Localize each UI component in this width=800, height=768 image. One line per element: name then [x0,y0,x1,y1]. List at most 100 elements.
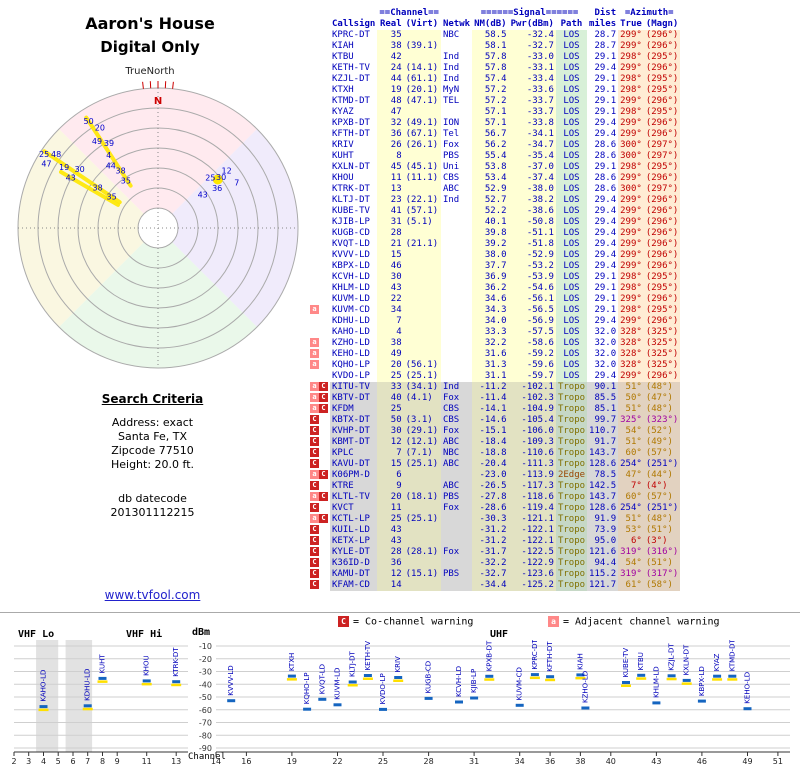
warning-cell [308,261,330,272]
station-bar [667,674,676,678]
table-group-header-row: ==Channel== ======Signal====== Dist =Azi… [308,8,680,19]
virtual-channel-cell [403,228,441,239]
virtual-channel-cell: (67.1) [403,129,441,140]
station-channel-marker: 12 [222,166,232,175]
azimuth-true-cell: 54° [618,558,644,569]
path-cell: Tropo [555,547,588,558]
virtual-channel-cell [403,316,441,327]
channel-tick-label: 7 [85,757,90,766]
adjacent-channel-legend-label: = Adjacent channel warning [563,616,720,628]
power-dbm-cell: -33.1 [508,63,556,74]
station-bar [485,674,494,678]
callsign-cell: KTRK-DT [330,184,378,195]
path-cell: LOS [555,96,588,107]
station-bar [333,703,342,707]
virtual-channel-cell: (47.1) [403,96,441,107]
warning-cell: C [308,448,330,459]
warning-cell: C [308,481,330,492]
azimuth-magn-cell: (295°) [643,107,681,118]
virtual-channel-cell [403,151,441,162]
station-bar-label: KHOU [143,655,151,676]
path-cell: Tropo [555,382,588,393]
path-cell: LOS [555,250,588,261]
callsign-cell: KHOU [330,173,378,184]
real-channel-cell: 20 [377,360,404,371]
tvfool-link[interactable]: www.tvfool.com [104,588,201,602]
miles-cell: 29.4 [587,371,619,382]
real-channel-cell: 45 [377,162,404,173]
callsign-cell: KAHO-LD [330,327,378,338]
callsign-cell: KEHO-LD [330,349,378,360]
network-cell: MyN [440,85,473,96]
nm-db-cell: 34.0 [472,316,509,327]
table-row: C KYLE-DT 28 (28.1) Fox -31.7 -122.5 Tro… [308,547,681,558]
station-bar [576,673,585,677]
power-dbm-cell: -32.4 [508,30,556,41]
path-cell: LOS [555,261,588,272]
power-dbm-cell: -125.2 [508,580,556,591]
warning-cell [308,272,330,283]
path-cell: LOS [555,327,588,338]
callsign-cell: KFAM-CD [330,580,378,591]
real-channel-cell: 48 [377,96,404,107]
bottom-divider [0,612,800,613]
miles-cell: 29.1 [587,272,619,283]
miles-cell: 143.7 [587,492,619,503]
warning-cell [308,118,330,129]
channel-tick-label: 51 [773,757,783,766]
virtual-channel-cell [403,481,441,492]
virtual-channel-cell: (11.1) [403,173,441,184]
virtual-channel-cell: (5.1) [403,217,441,228]
co-channel-warning-badge: C [310,415,319,424]
path-cell: LOS [555,283,588,294]
nm-db-cell: 57.4 [472,74,509,85]
real-channel-cell: 31 [377,217,404,228]
channel-tick-label: 9 [115,757,120,766]
miles-cell: 29.1 [587,107,619,118]
power-dbm-cell: -35.4 [508,151,556,162]
co-channel-warning-badge: C [310,503,319,512]
network-cell: Ind [440,74,473,85]
miles-cell: 28.7 [587,41,619,52]
adjacent-channel-warning-badge: a [548,616,559,627]
azimuth-magn-cell: (51°) [643,558,681,569]
table-row: KTMD-DT 48 (47.1) TEL 57.2 -33.7 LOS 29.… [308,96,681,107]
virtual-channel-cell [403,250,441,261]
channel-tick-label: 6 [70,757,75,766]
nm-db-cell: -20.4 [472,459,509,470]
network-cell: PBS [440,492,473,503]
azimuth-magn-cell: (296°) [643,118,681,129]
virtual-channel-cell: (25.1) [403,459,441,470]
north-tick [142,81,144,89]
station-bar [394,676,403,679]
miles-cell: 121.6 [587,547,619,558]
table-row: KCVH-LD 30 36.9 -53.9 LOS 29.1 298° (295… [308,272,681,283]
network-cell: NBC [440,30,473,41]
callsign-cell: KJIB-LP [330,217,378,228]
nm-db-cell: 34.6 [472,294,509,305]
real-channel-cell: 25 [377,371,404,382]
miles-cell: 29.4 [587,206,619,217]
table-row: KVDO-LP 25 (25.1) 31.1 -59.7 LOS 29.4 29… [308,371,681,382]
station-bar [83,704,92,708]
dbm-tick-label: -30 [199,668,212,677]
table-row: KUHT 8 PBS 55.4 -35.4 LOS 28.6 300° (297… [308,151,681,162]
callsign-cell: KETX-LP [330,536,378,547]
virtual-channel-cell: (25.1) [403,371,441,382]
azimuth-magn-cell: (48°) [643,382,681,393]
azimuth-true-cell: 298° [618,85,644,96]
warning-cell [308,74,330,85]
power-dbm-cell: -53.9 [508,272,556,283]
warning-cell: C [308,580,330,591]
station-bar-label: KBPX-LD [698,666,706,696]
station-bar [470,696,479,700]
network-cell: Ind [440,52,473,63]
warning-cell [308,294,330,305]
virtual-channel-cell: (39.1) [403,41,441,52]
warning-cell [308,107,330,118]
azimuth-magn-cell: (295°) [643,52,681,63]
power-dbm-cell: -111.3 [508,459,556,470]
azimuth-true-cell: 299° [618,250,644,261]
